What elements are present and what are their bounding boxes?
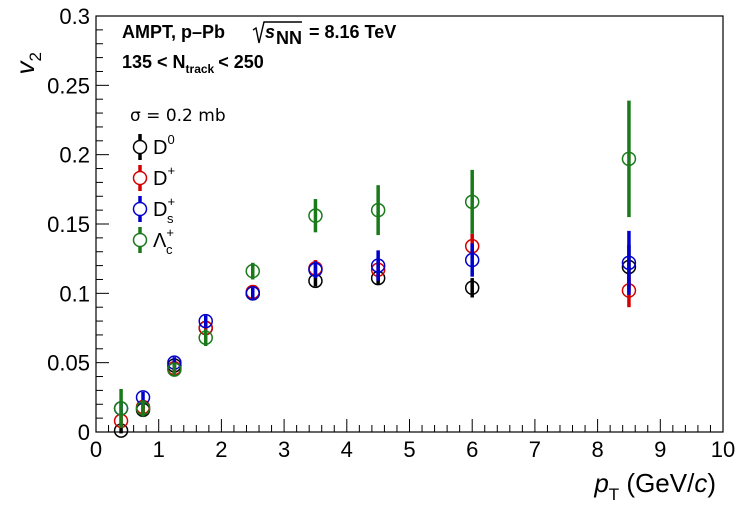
x-tick-label: 1	[153, 437, 165, 462]
y-tick-label: 0.1	[59, 281, 90, 306]
legend-marker	[132, 201, 148, 217]
x-tick-label: 6	[466, 437, 478, 462]
data-point	[464, 252, 480, 268]
data-point	[135, 401, 151, 416]
legend-label: D0	[153, 132, 175, 159]
x-tick-label: 4	[341, 437, 353, 462]
series-Ds+	[113, 230, 637, 416]
plot-frame	[95, 15, 724, 433]
x-tick-label: 10	[711, 437, 735, 462]
sqrt-s-label: s	[265, 22, 275, 42]
sqrt-sign	[252, 21, 302, 44]
data-point	[245, 286, 260, 301]
legend-entry-D0: D0	[132, 132, 175, 160]
x-tick-label: 7	[529, 437, 541, 462]
header-line1-suffix: = 8.16 TeV	[309, 22, 396, 42]
x-tick-label: 5	[403, 437, 415, 462]
series-D0	[113, 244, 637, 438]
legend-label: D+ s	[153, 194, 175, 226]
legend-label: D+	[153, 163, 175, 190]
x-tick-label: 0	[90, 437, 102, 462]
y-tick-label: 0.2	[59, 143, 90, 168]
header-text: AMPT, p–Pb s NN = 8.16 TeV 135 < Ntrack <…	[122, 21, 396, 76]
x-tick-label: 2	[215, 437, 227, 462]
data-point	[308, 262, 323, 278]
legend-entry-Λc+: Λ+ c	[132, 225, 174, 257]
data-point	[370, 202, 386, 218]
data-point	[621, 151, 637, 167]
legend-marker	[132, 170, 148, 186]
legend-entry-Ds+: D+ s	[132, 194, 175, 226]
svg-text:135 < Ntrack< 250: 135 < Ntrack < 250	[122, 52, 264, 76]
axes: 0 1 2 3 4 5 6 7 8 9 10 0 0.05 0.1 0.15 0.2 0.25 0.3	[47, 4, 735, 462]
data-point	[113, 401, 129, 416]
x-tick-label: 9	[654, 437, 666, 462]
svg-text:= 8.16 TeV: = 8.16 TeV	[309, 22, 396, 42]
sqrt-s-subscript: NN	[276, 28, 302, 48]
svg-text:NN: NN	[276, 28, 302, 48]
y-tick-label: 0.3	[59, 4, 90, 29]
y-tick-label: 0.05	[47, 351, 90, 376]
x-tick-label: 3	[278, 437, 290, 462]
data-point	[198, 330, 213, 345]
data-point	[245, 263, 260, 279]
svg-text:s: s	[265, 22, 275, 42]
data-point	[621, 255, 637, 271]
legend-entry-D+: D+	[132, 163, 175, 191]
data-point	[308, 208, 323, 223]
data-point	[167, 362, 182, 377]
legend-label: Λ+ c	[153, 225, 174, 257]
series-D+	[113, 233, 637, 429]
x-tick-label: 8	[591, 437, 603, 462]
series-Λc+	[113, 100, 637, 428]
y-axis-title: v2	[10, 52, 45, 74]
legend-header: σ = 0.2 mb	[130, 106, 226, 126]
data-point	[464, 280, 480, 296]
y-tick-label: 0.25	[47, 73, 90, 98]
data-point	[198, 313, 213, 329]
data-marks	[113, 100, 637, 438]
header-line1-prefix: AMPT, p–Pb	[122, 22, 225, 42]
data-point	[370, 258, 386, 273]
legend: D0 D+ D+ sΛ+ c	[132, 132, 175, 257]
legend-marker	[132, 232, 148, 248]
svg-text:AMPT, p–Pb: AMPT, p–Pb	[122, 22, 225, 42]
header-line2-suffix: < 250	[218, 52, 264, 72]
y-tick-label: 0.15	[47, 212, 90, 237]
legend-marker	[132, 139, 148, 155]
data-point	[464, 194, 480, 210]
y-tick-label: 0	[78, 420, 90, 445]
header-line2-subscript: track	[186, 62, 215, 76]
x-axis-title: pT (GeV/c)	[593, 468, 716, 504]
header-line2-prefix: 135 < N	[122, 52, 186, 72]
